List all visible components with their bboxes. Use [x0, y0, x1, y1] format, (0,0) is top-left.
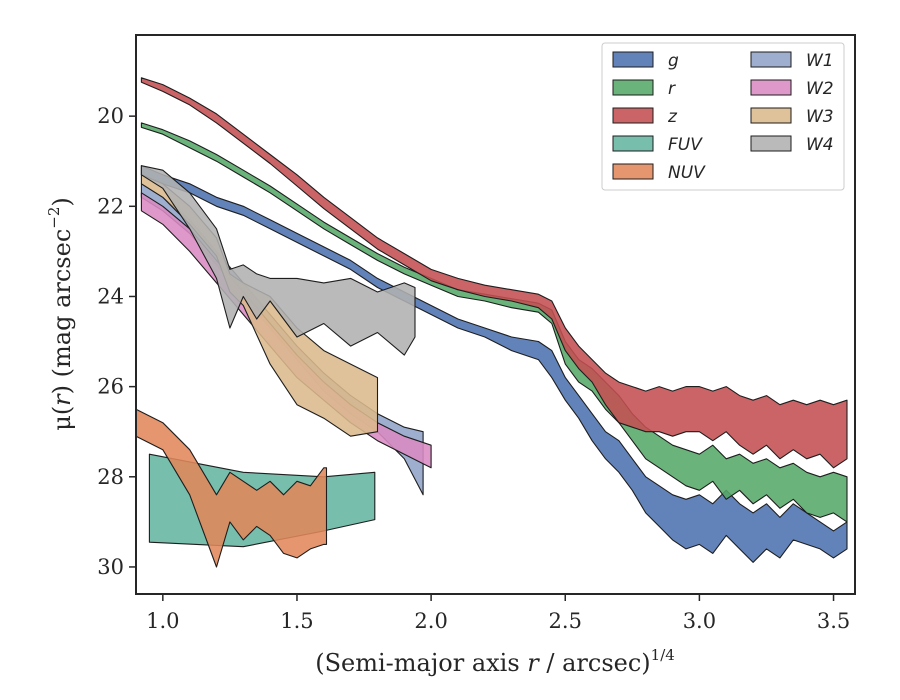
series-band-z	[140, 77, 848, 469]
series-band-nuv	[136, 408, 328, 568]
legend-label-w3: W3	[806, 107, 834, 127]
legend-swatch-w1	[750, 51, 792, 68]
y-tick-label: 30	[97, 555, 124, 579]
legend-swatch-w4	[750, 135, 792, 152]
legend-label-nuv: NUV	[668, 163, 706, 183]
y-axis-title-post: ) (mag arcsec	[48, 229, 76, 395]
y-tick-label: 20	[97, 104, 124, 128]
plot-frame	[135, 34, 856, 595]
series-band-g	[140, 165, 848, 563]
y-tick-label: 26	[97, 375, 124, 399]
legend-swatch-fuv	[612, 135, 654, 152]
y-tick-label: 22	[97, 194, 124, 218]
x-tick-label: 2.0	[414, 609, 447, 633]
series-layer	[136, 77, 848, 568]
y-tick-label: 24	[97, 284, 124, 308]
y-axis-title-sup: −2	[45, 207, 63, 229]
legend-label-w1: W1	[806, 51, 834, 71]
y-axis-title-var: r	[48, 393, 76, 406]
legend-label-w2: W2	[806, 79, 834, 99]
legend: grz FUV NUV W1 W2 W3 W4	[601, 42, 845, 191]
y-axis: 20 22 24 26 28 30	[97, 104, 136, 579]
legend-label-g: g	[668, 51, 679, 71]
legend-label-r: r	[668, 79, 676, 99]
x-tick-label: 3.5	[817, 609, 850, 633]
legend-swatch-z	[612, 107, 654, 124]
x-tick-label: 2.5	[549, 609, 582, 633]
y-axis-title: μ(r) (mag arcsec−2)	[45, 197, 76, 431]
x-axis-title-sup: 1/4	[651, 646, 675, 664]
legend-swatch-g	[612, 51, 654, 68]
x-axis-title-main: (Semi-major axis	[315, 649, 527, 677]
legend-swatch-w2	[750, 79, 792, 96]
legend-label-w4: W4	[806, 135, 834, 155]
x-axis-title-mid: / arcsec)	[539, 649, 651, 677]
x-tick-label: 1.0	[146, 609, 179, 633]
legend-swatch-w3	[750, 107, 792, 124]
y-axis-title-pre: μ(	[48, 406, 76, 431]
y-axis-title-end: )	[48, 197, 76, 206]
x-tick-label: 3.0	[683, 609, 716, 633]
legend-label-fuv: FUV	[668, 135, 703, 155]
x-axis-title-var: r	[527, 649, 540, 677]
series-band-w4	[140, 165, 416, 356]
x-tick-label: 1.5	[280, 609, 313, 633]
legend-swatch-r	[612, 79, 654, 96]
y-tick-label: 28	[97, 465, 124, 489]
x-axis-title: (Semi-major axis r / arcsec)1/4	[315, 646, 675, 677]
x-axis: 1.0 1.5 2.0 2.5 3.0 3.5	[146, 594, 850, 633]
legend-label-z: z	[667, 107, 678, 127]
legend-swatch-nuv	[612, 163, 654, 180]
